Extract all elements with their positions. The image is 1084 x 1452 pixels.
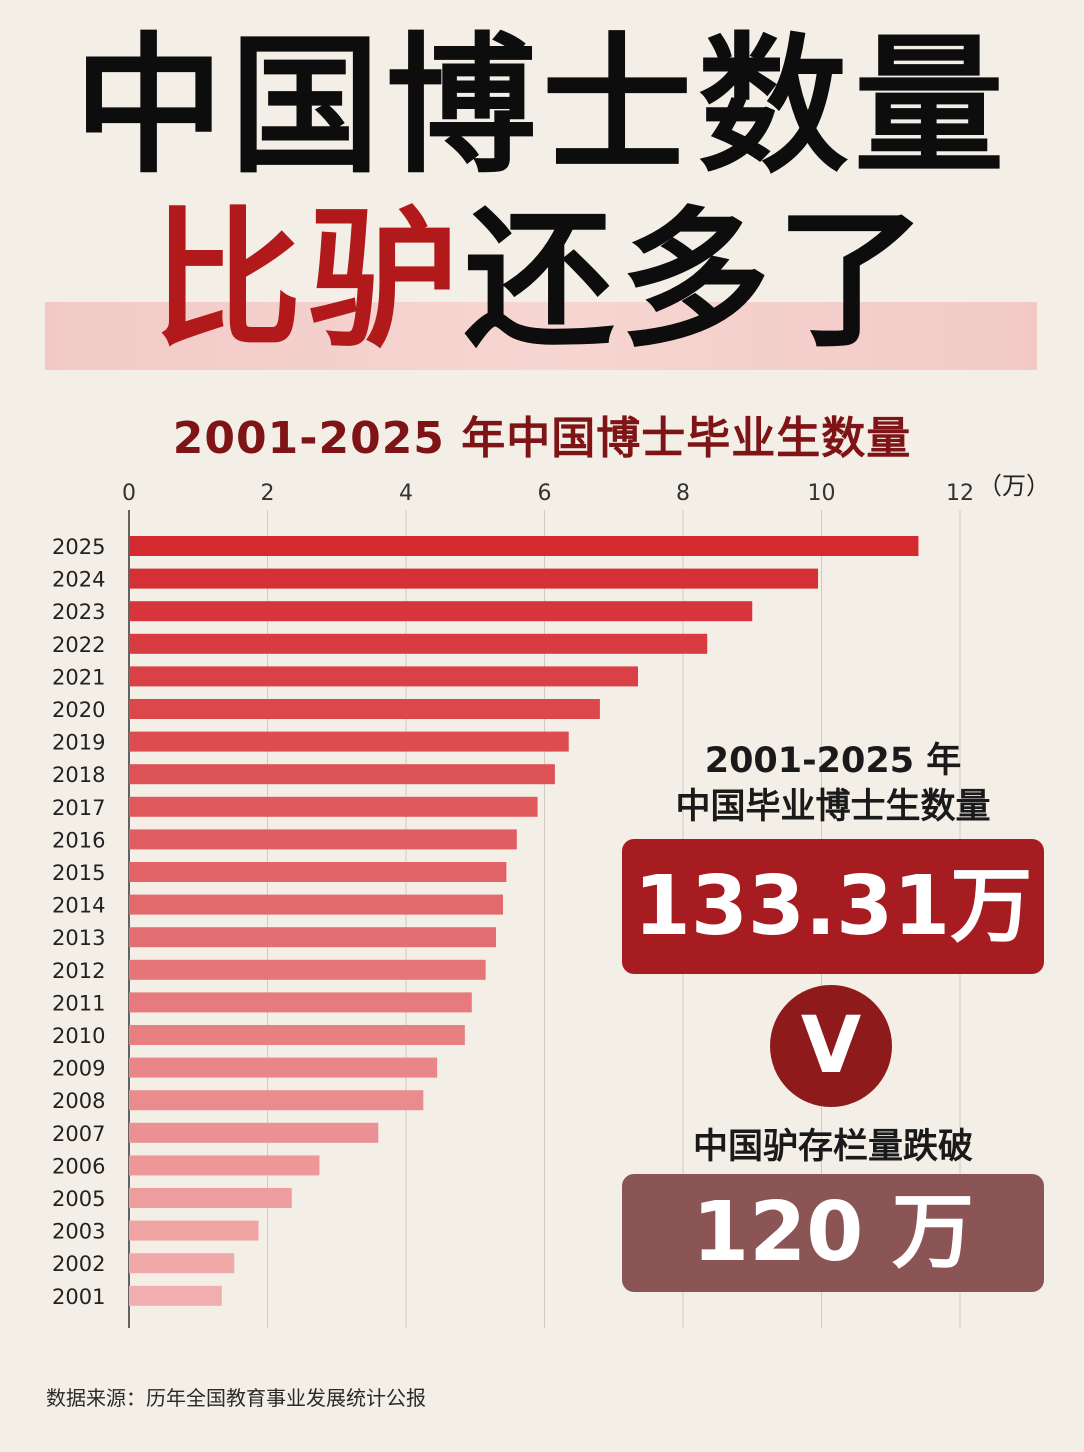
data-source-note: 数据来源：历年全国教育事业发展统计公报 bbox=[46, 1386, 426, 1410]
year-label-2016: 2016 bbox=[52, 828, 105, 852]
x-tick-label: 8 bbox=[676, 481, 690, 506]
year-label-2014: 2014 bbox=[52, 894, 105, 918]
bar-2010 bbox=[129, 1025, 465, 1045]
donkey-count-value: 120 万 bbox=[622, 1174, 1044, 1292]
year-label-2024: 2024 bbox=[52, 568, 105, 592]
total-phd-label: 2001-2025 年 中国毕业博士生数量 bbox=[675, 741, 991, 827]
headline-highlight-band bbox=[45, 302, 1037, 370]
total-phd-value: 133.31万 bbox=[622, 839, 1044, 974]
year-label-2010: 2010 bbox=[52, 1024, 105, 1048]
year-label-2019: 2019 bbox=[52, 731, 105, 755]
bar-2013 bbox=[129, 927, 497, 948]
x-tick-label: 6 bbox=[538, 481, 552, 506]
year-label-2002: 2002 bbox=[52, 1252, 105, 1276]
year-label-2001: 2001 bbox=[52, 1285, 105, 1309]
bar-2014 bbox=[129, 894, 503, 915]
chart-x-ticks: 0 2 4 6 8 10 12 bbox=[122, 481, 974, 506]
year-label-2022: 2022 bbox=[52, 633, 105, 657]
chart-year-labels: 2025 2024 2023 2022 2021 2020 2019 2018 2017 2016… bbox=[52, 535, 105, 1309]
year-label-2005: 2005 bbox=[52, 1187, 105, 1211]
x-tick-label: 0 bbox=[122, 481, 136, 506]
bar-2001 bbox=[129, 1285, 222, 1306]
headline-red-text: 比驴 bbox=[151, 194, 464, 368]
x-tick-label: 10 bbox=[808, 481, 836, 506]
bar-2020 bbox=[129, 699, 600, 719]
year-label-2020: 2020 bbox=[52, 698, 105, 722]
chart-title: 2001-2025 年中国博士毕业生数量 bbox=[172, 413, 912, 464]
bar-2021 bbox=[129, 666, 638, 687]
bar-2003 bbox=[129, 1220, 259, 1241]
bar-2011 bbox=[129, 992, 472, 1013]
bar-2005 bbox=[129, 1188, 292, 1208]
year-label-2015: 2015 bbox=[52, 861, 105, 885]
headline-line-2: 比驴还多了 bbox=[0, 196, 1084, 366]
bar-2017 bbox=[129, 796, 538, 817]
bar-2023 bbox=[129, 601, 753, 622]
bar-2024 bbox=[129, 568, 819, 589]
year-label-2021: 2021 bbox=[52, 665, 105, 689]
bar-chart: 0 2 4 6 8 10 12 202520242023202220212020201920… bbox=[52, 472, 1050, 1328]
bar-2002 bbox=[129, 1253, 235, 1274]
bar-2015 bbox=[129, 862, 507, 882]
bar-2022 bbox=[129, 633, 708, 654]
year-label-2011: 2011 bbox=[52, 991, 105, 1015]
chart-bars bbox=[129, 536, 919, 1306]
year-label-2006: 2006 bbox=[52, 1154, 105, 1178]
year-label-2023: 2023 bbox=[52, 600, 105, 624]
year-label-2017: 2017 bbox=[52, 796, 105, 820]
bar-2016 bbox=[129, 829, 517, 850]
year-label-2025: 2025 bbox=[52, 535, 105, 559]
bar-2012 bbox=[129, 959, 486, 980]
chart-unit-label: （万） bbox=[978, 472, 1050, 500]
year-label-2012: 2012 bbox=[52, 959, 105, 983]
year-label-2003: 2003 bbox=[52, 1220, 105, 1244]
headline-black-text: 还多了 bbox=[464, 194, 933, 368]
bar-2007 bbox=[129, 1122, 379, 1143]
versus-badge: V bbox=[770, 985, 892, 1107]
headline-line-1: 中国博士数量 bbox=[73, 20, 1010, 194]
x-tick-label: 2 bbox=[261, 481, 275, 506]
year-label-2008: 2008 bbox=[52, 1089, 105, 1113]
bar-2018 bbox=[129, 764, 555, 785]
x-tick-label: 4 bbox=[399, 481, 413, 506]
bar-2008 bbox=[129, 1090, 424, 1111]
year-label-2009: 2009 bbox=[52, 1057, 105, 1081]
year-label-2018: 2018 bbox=[52, 763, 105, 787]
donkey-count-label: 中国驴存栏量跌破 bbox=[692, 1127, 973, 1167]
year-label-2007: 2007 bbox=[52, 1122, 105, 1146]
x-tick-label: 12 bbox=[946, 481, 974, 506]
bar-2019 bbox=[129, 731, 569, 752]
bar-2006 bbox=[129, 1155, 320, 1176]
bar-2009 bbox=[129, 1057, 438, 1078]
year-label-2013: 2013 bbox=[52, 926, 105, 950]
bar-2025 bbox=[129, 536, 919, 556]
